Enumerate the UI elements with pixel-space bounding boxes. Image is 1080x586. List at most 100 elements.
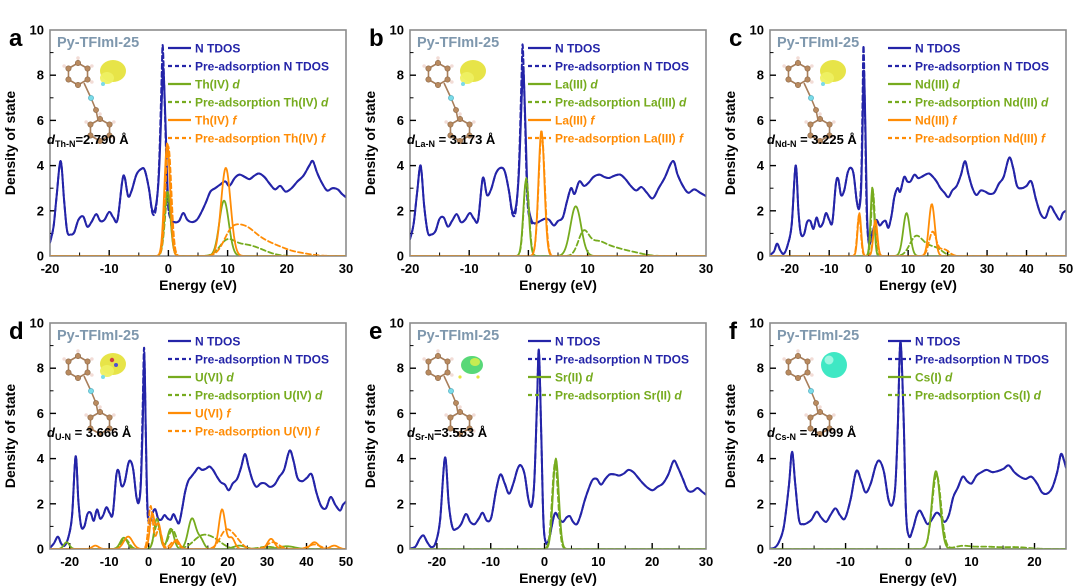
legend: N TDOS Pre-adsorption N TDOS La(III) d Pre-… bbox=[528, 42, 689, 146]
legend-label: Pre-adsorption Sr(II) d bbox=[555, 389, 682, 403]
y-tick-label: 0 bbox=[757, 249, 764, 264]
panel-letter: f bbox=[729, 318, 738, 345]
x-axis-label: Energy (eV) bbox=[519, 277, 597, 293]
y-tick-label: 6 bbox=[757, 406, 764, 421]
distance-annotation: dLa-N = 3.173 Å bbox=[407, 132, 496, 149]
series-n-tdos bbox=[410, 66, 706, 240]
y-tick-label: 2 bbox=[757, 203, 764, 218]
molecule-inset bbox=[782, 56, 846, 145]
legend-label: Pre-adsorption La(III) d bbox=[555, 96, 687, 110]
x-tick-label: 40 bbox=[299, 554, 313, 569]
series-sr-ii-d bbox=[410, 457, 706, 549]
series-pre-adsorption-n-tdos bbox=[410, 43, 706, 240]
x-tick-label: -10 bbox=[481, 554, 500, 569]
y-tick-label: 6 bbox=[757, 113, 764, 128]
x-tick-label: 20 bbox=[220, 554, 234, 569]
x-tick-label: 30 bbox=[260, 554, 274, 569]
axis-ticks bbox=[410, 345, 680, 549]
x-tick-label: 20 bbox=[280, 261, 294, 276]
series-th-iv-f bbox=[50, 142, 346, 256]
series-cs-i-d bbox=[770, 470, 1066, 549]
x-tick-label: 0 bbox=[865, 261, 872, 276]
series-pre-adsorption-n-tdos bbox=[50, 44, 346, 244]
x-tick-label: 20 bbox=[645, 554, 659, 569]
x-tick-label: 20 bbox=[1027, 554, 1041, 569]
series-pre-adsorption-th-iv-f bbox=[50, 145, 346, 256]
molecule-inset bbox=[422, 349, 483, 438]
legend-label: Th(IV) f bbox=[195, 114, 237, 128]
y-tick-label: 6 bbox=[37, 406, 44, 421]
legend-label: N TDOS bbox=[555, 335, 600, 349]
panel-title: Py-TFImI-25 bbox=[777, 328, 859, 344]
panel-letter: a bbox=[9, 25, 23, 52]
x-tick-label: 10 bbox=[220, 261, 234, 276]
legend-label: N TDOS bbox=[195, 335, 240, 349]
panel-e: -20 -10 0 10 20 30 0 2 4 6 8 10 Energy (eV) Density o… bbox=[360, 293, 720, 586]
y-tick-label: 4 bbox=[757, 451, 765, 466]
legend-label: Nd(III) d bbox=[915, 78, 960, 92]
y-tick-label: 0 bbox=[397, 249, 404, 264]
y-tick-label: 2 bbox=[397, 496, 404, 511]
panel-c: -20 -10 0 10 20 30 40 50 0 2 4 6 8 10 Energy (eV) Densi… bbox=[720, 0, 1080, 294]
distance-annotation: dU-N = 3.666 Å bbox=[47, 425, 132, 442]
y-axis-label: Density of state bbox=[362, 384, 378, 488]
series-pre-adsorption-sr-ii-d bbox=[410, 462, 706, 549]
legend: N TDOS Pre-adsorption N TDOS U(VI) d Pre-ad… bbox=[168, 335, 329, 439]
panel-title: Py-TFImI-25 bbox=[417, 35, 499, 51]
y-tick-label: 4 bbox=[757, 158, 765, 173]
y-tick-label: 0 bbox=[37, 542, 44, 557]
x-tick-label: 50 bbox=[1059, 261, 1073, 276]
series-u-vi-f bbox=[50, 508, 346, 549]
legend-label: Nd(III) f bbox=[915, 114, 957, 128]
distance-annotation: dNd-N = 3.225 Å bbox=[767, 132, 857, 149]
legend-label: U(VI) d bbox=[195, 371, 234, 385]
legend-label: Pre-adsorption U(IV) d bbox=[195, 389, 323, 403]
panel-title: Py-TFImI-25 bbox=[57, 328, 139, 344]
legend: N TDOS Pre-adsorption N TDOS Sr(II) d Pre-a… bbox=[528, 335, 689, 403]
molecule-inset bbox=[62, 349, 126, 438]
panel-letter: b bbox=[369, 25, 384, 52]
legend-label: Pre-adsorption N TDOS bbox=[555, 60, 689, 74]
y-axis-label: Density of state bbox=[2, 384, 18, 488]
legend: N TDOS Pre-adsorption N TDOS Nd(III) d Pre-… bbox=[888, 42, 1049, 146]
y-tick-label: 4 bbox=[37, 451, 45, 466]
x-axis-label: Energy (eV) bbox=[519, 570, 597, 586]
series-nd-iii-f bbox=[770, 203, 1066, 256]
distance-annotation: dCs-N = 4.099 Å bbox=[767, 425, 857, 442]
y-tick-label: 2 bbox=[757, 496, 764, 511]
x-tick-label: 0 bbox=[165, 261, 172, 276]
legend-label: Pre-adsorption N TDOS bbox=[195, 353, 329, 367]
x-axis-label: Energy (eV) bbox=[159, 277, 237, 293]
curves bbox=[410, 348, 706, 549]
y-tick-label: 2 bbox=[37, 203, 44, 218]
distance-annotation: dTh-N=2.790 Å bbox=[47, 132, 129, 149]
x-tick-label: 30 bbox=[699, 261, 713, 276]
legend-label: N TDOS bbox=[915, 335, 960, 349]
panel-title: Py-TFImI-25 bbox=[57, 35, 139, 51]
series-pre-adsorption-la-iii-f bbox=[410, 133, 706, 256]
y-tick-label: 4 bbox=[397, 451, 405, 466]
panel-title: Py-TFImI-25 bbox=[417, 328, 499, 344]
legend-label: Pre-adsorption N TDOS bbox=[195, 60, 329, 74]
x-tick-label: -20 bbox=[401, 261, 420, 276]
legend-label: Pre-adsorption Th(IV) f bbox=[195, 132, 326, 146]
x-tick-label: 10 bbox=[181, 554, 195, 569]
x-tick-label: 0 bbox=[541, 554, 548, 569]
x-tick-label: 50 bbox=[339, 554, 353, 569]
legend-label: Cs(I) d bbox=[915, 371, 953, 385]
y-tick-label: 8 bbox=[757, 68, 764, 83]
x-tick-label: -10 bbox=[836, 554, 855, 569]
x-axis-label: Energy (eV) bbox=[879, 277, 957, 293]
x-tick-label: -10 bbox=[460, 261, 479, 276]
x-tick-label: -10 bbox=[100, 261, 119, 276]
series-u-vi-d bbox=[50, 517, 346, 549]
x-tick-label: 10 bbox=[591, 554, 605, 569]
x-tick-label: -20 bbox=[780, 261, 799, 276]
x-tick-label: 0 bbox=[145, 554, 152, 569]
series-pre-adsorption-n-tdos bbox=[770, 44, 1066, 256]
y-tick-label: 10 bbox=[30, 23, 44, 38]
y-tick-label: 0 bbox=[37, 249, 44, 264]
panel-b: -20 -10 0 10 20 30 0 2 4 6 8 10 Energy (eV) Density o… bbox=[360, 0, 720, 294]
distance-annotation: dSr-N=3.553 Å bbox=[407, 425, 488, 442]
x-tick-label: 10 bbox=[901, 261, 915, 276]
